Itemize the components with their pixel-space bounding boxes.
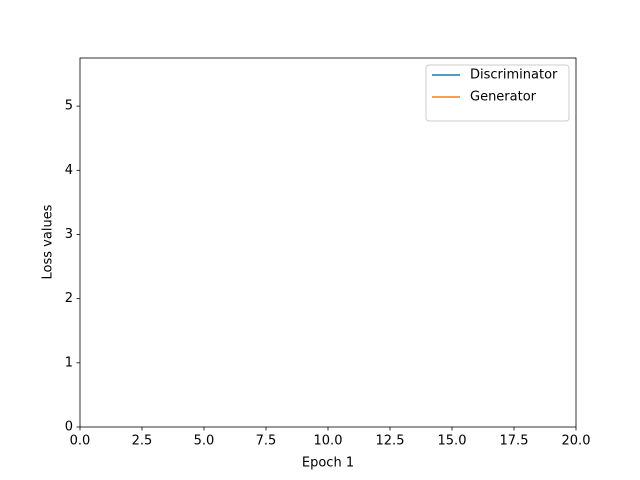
x-tick-label: 15.0 bbox=[438, 434, 467, 449]
x-tick-label: 5.0 bbox=[194, 434, 215, 449]
x-tick-label: 7.5 bbox=[256, 434, 277, 449]
x-tick-label: 2.5 bbox=[132, 434, 153, 449]
y-tick-label: 1 bbox=[65, 355, 73, 370]
y-tick-label: 4 bbox=[65, 163, 73, 178]
y-tick-label: 2 bbox=[65, 291, 73, 306]
legend-box bbox=[425, 64, 570, 122]
legend-label: Discriminator bbox=[470, 68, 558, 83]
x-tick-label: 12.5 bbox=[376, 434, 405, 449]
x-tick-label: 10.0 bbox=[314, 434, 343, 449]
x-tick-label: 17.5 bbox=[500, 434, 529, 449]
legend-label: Generator bbox=[470, 90, 537, 105]
plot-frame bbox=[79, 57, 577, 428]
y-tick-label: 0 bbox=[65, 420, 73, 435]
y-tick-label: 5 bbox=[65, 99, 73, 114]
y-axis-label: Loss values bbox=[41, 204, 56, 279]
x-axis-label: Epoch 1 bbox=[302, 456, 354, 471]
x-tick-label: 20.0 bbox=[562, 434, 591, 449]
x-tick-label: 0.0 bbox=[70, 434, 91, 449]
y-tick-label: 3 bbox=[65, 227, 73, 242]
